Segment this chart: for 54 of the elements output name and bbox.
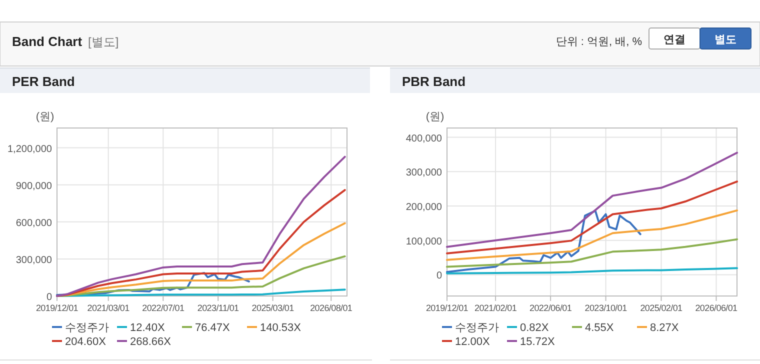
legend-label: 수정주가 <box>455 322 499 334</box>
text: Band Chart <box>12 34 83 49</box>
x-tick-label: 2022/06/01 <box>530 303 572 313</box>
legend-label: 140.53X <box>260 322 302 334</box>
y-tick-label: 200,000 <box>406 202 442 213</box>
y-tick-label: 400,000 <box>406 133 442 144</box>
x-tick-label: 2026/08/01 <box>310 303 352 313</box>
x-tick-label: 2026/06/01 <box>695 303 738 313</box>
y-tick-label: 0 <box>436 270 442 282</box>
chart-title: PER Band <box>12 74 75 89</box>
y-tick-label: 600,000 <box>16 218 52 229</box>
x-tick-label: 2022/07/01 <box>142 303 184 313</box>
y-axis-title: (원) <box>426 111 444 123</box>
x-tick-label: 2023/10/01 <box>584 303 628 313</box>
line-series <box>56 222 346 297</box>
line-series <box>56 288 346 297</box>
toggle-button: 연결 <box>648 28 700 50</box>
x-tick-label: 2025/03/01 <box>252 303 294 313</box>
chart-title: PBR Band <box>402 74 466 89</box>
legend-label: 15.72X <box>520 336 556 348</box>
line-series <box>56 156 346 297</box>
y-tick-label: 1,200,000 <box>8 144 52 155</box>
x-tick-label: 2021/03/01 <box>87 303 130 313</box>
x-tick-label: 2019/12/01 <box>36 303 78 313</box>
line-series <box>446 238 738 268</box>
y-tick-label: 100,000 <box>406 236 442 248</box>
y-tick-label: 900,000 <box>16 180 52 192</box>
legend-label: 76.47X <box>195 322 231 334</box>
toggle-button-selected: 별도 <box>700 28 752 50</box>
x-tick-label: 2019/12/01 <box>426 303 468 313</box>
y-tick-label: 300,000 <box>406 168 442 179</box>
y-axis-title: (원) <box>36 111 54 123</box>
x-tick-label: 2023/11/01 <box>197 303 240 313</box>
line-series <box>56 189 346 297</box>
line-series <box>56 255 346 297</box>
line-series <box>56 272 250 296</box>
x-tick-label: 2021/02/01 <box>474 303 517 313</box>
y-tick-label: 0 <box>46 292 52 303</box>
line-series <box>446 209 738 261</box>
legend-label: 0.82X <box>520 322 550 334</box>
text: [별도] <box>88 35 119 49</box>
text: 단위 : 억원, 배, % <box>556 36 642 48</box>
x-tick-label: 2025/02/01 <box>640 303 683 313</box>
line-series <box>446 180 738 254</box>
legend-label: 12.00X <box>455 336 491 348</box>
line-series <box>446 152 738 248</box>
line-series <box>446 210 642 273</box>
legend-label: 12.40X <box>130 322 166 334</box>
legend-label: 204.60X <box>65 336 107 348</box>
legend-label: 268.66X <box>130 336 172 348</box>
legend-label: 8.27X <box>650 322 680 334</box>
y-tick-label: 300,000 <box>16 254 52 266</box>
legend-label: 수정주가 <box>65 322 109 334</box>
legend-label: 4.55X <box>585 322 614 334</box>
